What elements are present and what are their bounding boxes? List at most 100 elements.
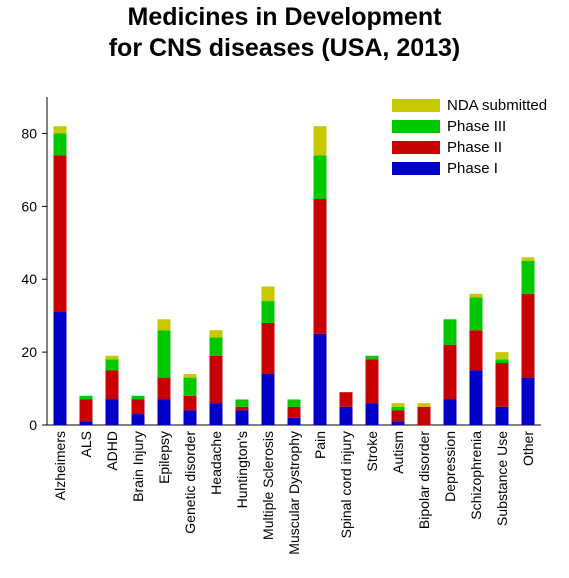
bar-multiple-sclerosis-phase-iii (261, 301, 275, 323)
x-tick-label-alzheimers: Alzheimers (52, 431, 68, 500)
bar-genetic-disorder-nda-submitted (183, 373, 197, 378)
chart-title-line-1: Medicines in Development (127, 3, 442, 31)
bar-substance-use-phase-i (495, 406, 509, 425)
bar-autism-phase-i (391, 421, 405, 425)
bar-huntington-s-phase-iii (235, 399, 249, 407)
x-tick-label-epilepsy: Epilepsy (156, 431, 172, 484)
bar-genetic-disorder-phase-i (183, 410, 197, 425)
x-tick-label-bipolar-disorder: Bipolar disorder (416, 431, 432, 529)
bar-pain-nda-submitted (313, 126, 327, 156)
bar-multiple-sclerosis-phase-i (261, 373, 275, 425)
bar-depression-phase-i (443, 399, 457, 425)
chart-bars (53, 126, 535, 425)
bar-other-nda-submitted (521, 257, 535, 261)
bar-epilepsy-phase-i (157, 399, 171, 425)
bar-epilepsy-phase-iii (157, 330, 171, 378)
bar-autism-phase-ii (391, 410, 405, 422)
bar-bipolar-disorder-phase-ii (417, 406, 431, 425)
bar-headache-phase-ii (209, 355, 223, 404)
bar-huntington-s-phase-ii (235, 406, 249, 411)
bar-multiple-sclerosis-nda-submitted (261, 286, 275, 302)
bar-als-phase-i (79, 421, 93, 425)
bar-brain-injury-phase-ii (131, 399, 145, 415)
x-tick-label-schizophrenia: Schizophrenia (468, 431, 484, 520)
x-tick-label-stroke: Stroke (364, 431, 380, 472)
bar-pain-phase-i (313, 333, 327, 425)
bar-brain-injury-phase-i (131, 414, 145, 425)
bar-schizophrenia-phase-i (469, 370, 483, 425)
bar-bipolar-disorder-nda-submitted (417, 403, 431, 407)
y-tick-label-80: 80 (21, 125, 37, 141)
legend-label-phase-ii: Phase II (447, 139, 502, 156)
bar-headache-phase-iii (209, 337, 223, 356)
bar-alzheimers-phase-ii (53, 155, 67, 313)
bar-brain-injury-phase-iii (131, 395, 145, 400)
legend-swatch-phase-ii (392, 141, 440, 154)
bar-huntington-s-phase-i (235, 410, 249, 425)
legend-label-nda-submitted: NDA submitted (447, 97, 547, 114)
y-axis-ticks: 0 20 40 60 80 (21, 125, 47, 433)
bar-genetic-disorder-phase-iii (183, 377, 197, 396)
x-tick-label-adhd: ADHD (104, 431, 120, 471)
bar-epilepsy-nda-submitted (157, 319, 171, 331)
bar-spinal-cord-injury-phase-ii (339, 392, 353, 407)
y-tick-label-60: 60 (21, 198, 37, 214)
bar-depression-phase-ii (443, 344, 457, 400)
legend-label-phase-iii: Phase III (447, 118, 506, 135)
bar-depression-phase-iii (443, 319, 457, 345)
bar-adhd-phase-ii (105, 370, 119, 400)
x-tick-label-substance-use: Substance Use (494, 431, 510, 526)
bar-alzheimers-phase-iii (53, 133, 67, 156)
bar-other-phase-ii (521, 293, 535, 378)
x-tick-label-other: Other (520, 431, 536, 466)
chart-title: Medicines in Development for CNS disease… (0, 2, 569, 64)
x-tick-label-huntington-s: Huntington's (234, 431, 250, 508)
x-tick-label-brain-injury: Brain Injury (130, 431, 146, 502)
bar-adhd-nda-submitted (105, 355, 119, 360)
bar-adhd-phase-i (105, 399, 119, 425)
bar-adhd-phase-iii (105, 359, 119, 371)
y-tick-label-0: 0 (29, 417, 37, 433)
bar-spinal-cord-injury-phase-i (339, 406, 353, 425)
bar-schizophrenia-nda-submitted (469, 293, 483, 298)
x-tick-label-headache: Headache (208, 431, 224, 495)
bar-pain-phase-iii (313, 155, 327, 200)
bar-autism-phase-iii (391, 406, 405, 411)
bar-genetic-disorder-phase-ii (183, 395, 197, 411)
x-tick-label-als: ALS (78, 431, 94, 457)
y-tick-label-40: 40 (21, 271, 37, 287)
y-tick-label-20: 20 (21, 344, 37, 360)
legend-label-phase-i: Phase I (447, 160, 498, 177)
bar-multiple-sclerosis-phase-ii (261, 322, 275, 374)
x-tick-label-multiple-sclerosis: Multiple Sclerosis (260, 431, 276, 540)
bar-stroke-phase-iii (365, 355, 379, 360)
bar-headache-phase-i (209, 403, 223, 425)
bar-muscular-dystrophy-phase-i (287, 417, 301, 425)
bar-muscular-dystrophy-phase-iii (287, 399, 301, 407)
x-tick-label-spinal-cord-injury: Spinal cord injury (338, 431, 354, 538)
bar-alzheimers-nda-submitted (53, 126, 67, 134)
x-tick-label-depression: Depression (442, 431, 458, 502)
bar-alzheimers-phase-i (53, 312, 67, 425)
bar-substance-use-nda-submitted (495, 352, 509, 360)
x-tick-label-autism: Autism (390, 431, 406, 474)
x-tick-label-pain: Pain (312, 431, 328, 459)
bar-pain-phase-ii (313, 199, 327, 334)
bar-stroke-phase-i (365, 403, 379, 425)
chart-title-line-2: for CNS diseases (USA, 2013) (108, 34, 461, 62)
legend-swatch-phase-i (392, 162, 440, 175)
x-tick-label-genetic-disorder: Genetic disorder (182, 431, 198, 534)
bar-muscular-dystrophy-phase-ii (287, 406, 301, 418)
x-axis-category-labels: Alzheimers ALS ADHD Brain Injury Epilepsy Gen… (52, 431, 536, 555)
bar-substance-use-phase-iii (495, 359, 509, 364)
bar-epilepsy-phase-ii (157, 377, 171, 400)
bar-als-phase-iii (79, 395, 93, 400)
bar-schizophrenia-phase-ii (469, 330, 483, 371)
legend-swatch-nda-submitted (392, 99, 440, 112)
bar-headache-nda-submitted (209, 330, 223, 338)
bar-other-phase-i (521, 377, 535, 425)
bar-als-phase-ii (79, 399, 93, 422)
x-tick-label-muscular-dystrophy: Muscular Dystrophy (286, 431, 302, 555)
bar-schizophrenia-phase-iii (469, 297, 483, 331)
